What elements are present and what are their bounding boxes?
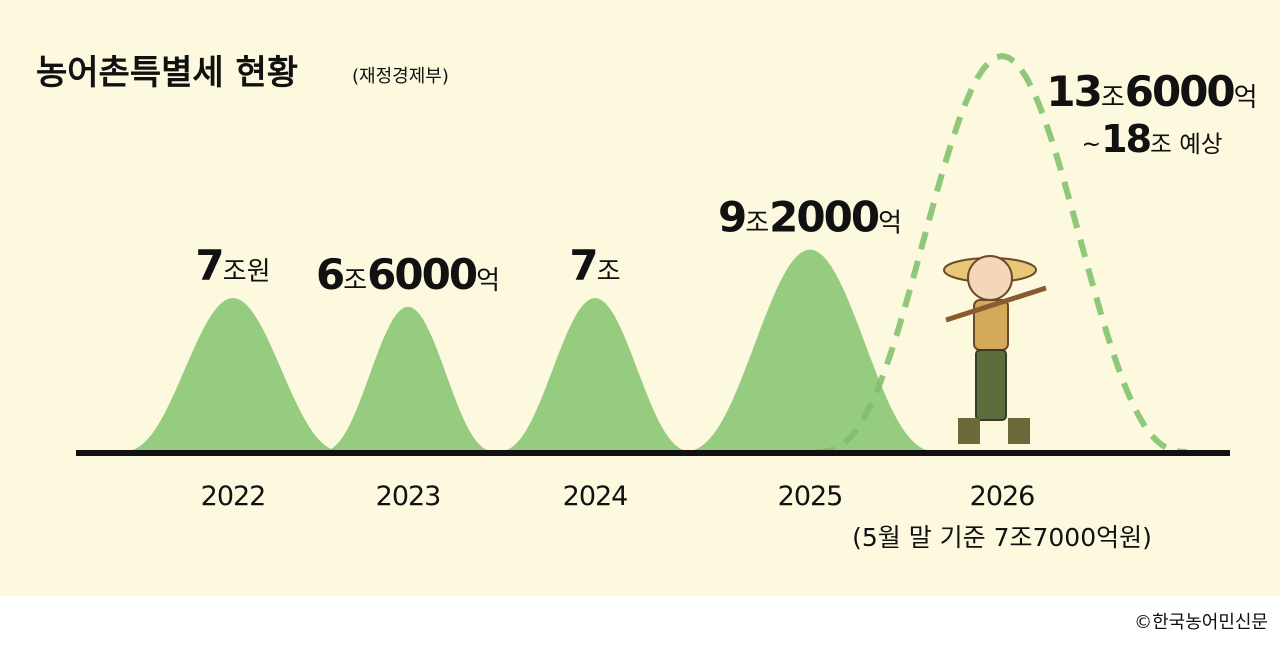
bell [495, 298, 695, 452]
x-tick-label: 2025 [778, 481, 843, 512]
forecast-bell [816, 52, 1188, 455]
x-tick-label: 2022 [201, 481, 266, 512]
value-label: 13조6000억 [1046, 67, 1257, 116]
credit: ©한국농어민신문 [1134, 612, 1268, 633]
bell [680, 249, 940, 452]
x-tick-label: 2024 [563, 481, 628, 512]
curves [119, 52, 1188, 455]
value-label: 6조6000억 [316, 250, 500, 299]
bell [119, 298, 347, 452]
chart-title: 농어촌특별세 현황 [36, 53, 298, 93]
value-label: ~18조 예상 [1081, 117, 1222, 161]
x-tick-label: 2026 [970, 481, 1035, 512]
source: (재정경제부) [352, 66, 449, 87]
farmer [943, 255, 1047, 444]
value-label: 7조 [569, 241, 620, 290]
x-tick-label: 2023 [376, 481, 441, 512]
value-label: 9조2000억 [718, 193, 902, 242]
background [0, 0, 1280, 596]
note: (5월 말 기준 7조7000억원) [852, 523, 1152, 552]
bell [318, 306, 498, 452]
value-label: 7조원 [195, 241, 270, 290]
